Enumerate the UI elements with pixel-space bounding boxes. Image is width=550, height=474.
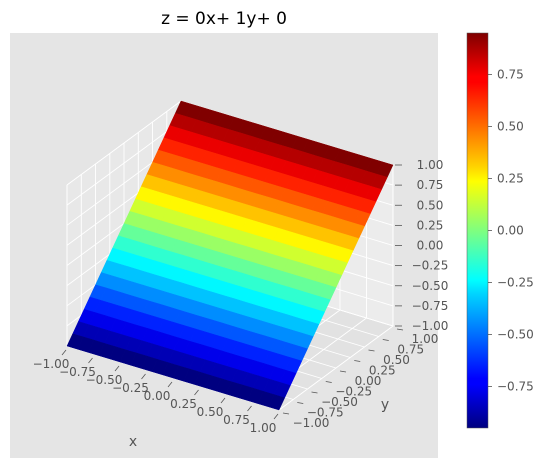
x-tick-mark: [273, 413, 279, 420]
x-tick-mark: [167, 381, 173, 388]
x-tick-label: 1.00: [250, 421, 277, 435]
y-tick-mark: [368, 349, 375, 352]
x-tick-mark: [114, 365, 120, 372]
z-tick-label: −0.50: [412, 279, 449, 293]
x-tick-label: −0.50: [86, 373, 123, 387]
x-tick-label: 0.25: [170, 397, 197, 411]
y-tick-label: 0.25: [369, 364, 396, 378]
x-tick-mark: [88, 357, 93, 364]
y-tick-label: −1.00: [293, 416, 330, 430]
colorbar-ticks: −0.75 −0.50 −0.25 0.00 0.25 0.50 0.75: [488, 68, 534, 393]
x-tick-label: −0.25: [112, 381, 149, 395]
surface-plot: [66, 100, 394, 411]
z-tick-label: −0.75: [412, 299, 449, 313]
z-tick-label: 0.25: [417, 218, 444, 232]
y-tick-mark: [311, 391, 318, 394]
y-tick-label: −0.50: [321, 395, 358, 409]
y-tick-mark: [325, 381, 332, 383]
x-tick-mark: [220, 397, 226, 404]
x-tick-mark: [194, 389, 199, 396]
colorbar-tick-label: 0.00: [497, 224, 524, 238]
x-tick-label: 0.50: [197, 405, 224, 419]
x-tick-mark: [247, 405, 252, 412]
z-tick-label: −1.00: [412, 319, 449, 333]
colorbar-tick-label: 0.75: [497, 68, 524, 82]
y-tick-label: 1.00: [412, 332, 439, 346]
x-tick-label: 0.75: [223, 413, 250, 427]
colorbar-tick-label: −0.25: [497, 275, 534, 289]
z-tick-label: 0.75: [417, 178, 444, 192]
y-tick-mark: [396, 328, 404, 331]
x-tick-mark: [141, 373, 146, 380]
z-tick-label: 1.00: [417, 158, 444, 172]
colorbar-tick-label: −0.75: [497, 379, 534, 393]
colorbar-tick-label: 0.25: [497, 172, 524, 186]
y-axis-label: y: [381, 397, 389, 413]
z-tick-label: 0.00: [417, 239, 444, 253]
x-tick-label: 0.00: [144, 389, 171, 403]
colorbar: [466, 32, 489, 429]
colorbar-tick-label: 0.50: [497, 120, 524, 134]
y-tick-mark: [297, 402, 304, 404]
colorbar-tick-label: −0.50: [497, 327, 534, 341]
y-tick-label: −0.75: [307, 406, 344, 420]
x-axis-label: x: [129, 434, 137, 450]
x-tick-label: −1.00: [33, 357, 70, 371]
y-axis-ticks: −1.00−0.75−0.50−0.250.000.250.500.751.00: [282, 328, 439, 430]
y-tick-label: 0.00: [355, 374, 382, 388]
y-tick-label: 0.75: [397, 343, 424, 357]
y-tick-label: 0.50: [383, 353, 410, 367]
z-axis-ticks: −1.00 −0.75 −0.50 −0.25 0.00 0.25 0.50 0.75 1.00: [395, 158, 448, 333]
x-axis-ticks: −1.00−0.75−0.50−0.250.000.250.500.751.00: [33, 349, 279, 435]
surface-patch: [268, 394, 286, 411]
y-tick-mark: [282, 412, 290, 415]
y-tick-mark: [382, 339, 389, 341]
y-tick-mark: [339, 370, 347, 373]
z-tick-label: 0.50: [417, 198, 444, 212]
z-tick-label: −0.25: [412, 259, 449, 273]
x-tick-mark: [61, 349, 67, 356]
chart-title: z = 0x+ 1y+ 0: [161, 9, 287, 29]
y-tick-label: −0.25: [335, 385, 372, 399]
y-tick-mark: [354, 360, 361, 362]
x-tick-label: −0.75: [59, 365, 96, 379]
